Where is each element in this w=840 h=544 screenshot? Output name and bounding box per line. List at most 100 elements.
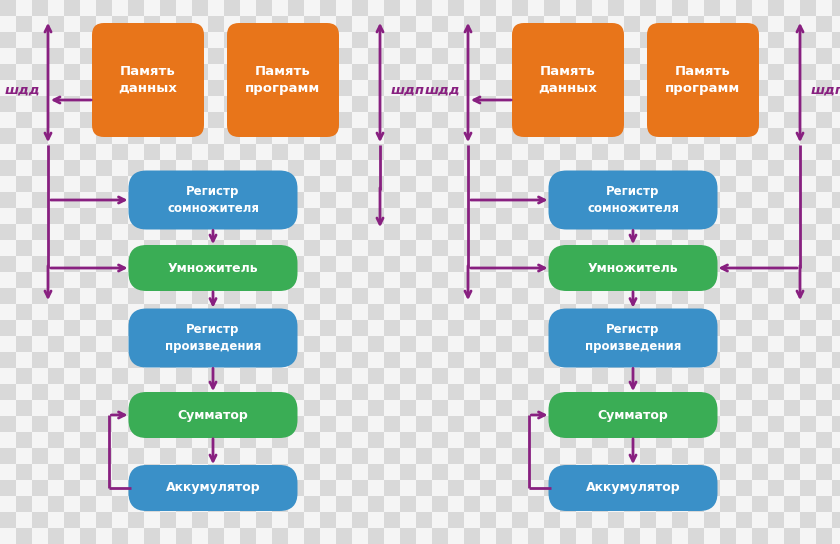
Bar	[480, 48, 496, 64]
Bar	[720, 352, 736, 368]
Bar	[80, 304, 96, 320]
Bar	[304, 416, 320, 432]
Bar	[304, 512, 320, 528]
Bar	[480, 16, 496, 32]
Bar	[176, 528, 192, 544]
Bar	[288, 16, 304, 32]
Bar	[304, 144, 320, 160]
Bar	[704, 176, 720, 192]
Bar	[560, 304, 576, 320]
Bar	[832, 160, 840, 176]
Bar	[768, 208, 784, 224]
Bar	[464, 208, 480, 224]
Bar	[160, 512, 176, 528]
Bar	[768, 512, 784, 528]
Bar	[400, 32, 416, 48]
Bar	[480, 240, 496, 256]
Bar	[560, 432, 576, 448]
Bar	[800, 128, 816, 144]
Bar	[464, 176, 480, 192]
Bar	[800, 320, 816, 336]
Bar	[112, 480, 128, 496]
Bar	[80, 224, 96, 240]
Bar	[96, 416, 112, 432]
Bar	[288, 352, 304, 368]
Bar	[176, 448, 192, 464]
Bar	[128, 464, 144, 480]
Bar	[704, 320, 720, 336]
Bar	[176, 96, 192, 112]
Bar	[16, 96, 32, 112]
Bar	[544, 368, 560, 384]
Bar	[368, 464, 384, 480]
Bar	[320, 496, 336, 512]
Bar	[304, 464, 320, 480]
Bar	[272, 48, 288, 64]
Bar	[560, 272, 576, 288]
Bar	[320, 128, 336, 144]
Bar	[752, 32, 768, 48]
Bar	[208, 432, 224, 448]
Bar	[832, 352, 840, 368]
Bar	[656, 272, 672, 288]
Bar	[512, 240, 528, 256]
Bar	[752, 48, 768, 64]
Bar	[336, 128, 352, 144]
Bar	[512, 160, 528, 176]
Bar	[400, 112, 416, 128]
Bar	[144, 176, 160, 192]
Bar	[496, 48, 512, 64]
Bar	[464, 432, 480, 448]
Bar	[576, 496, 592, 512]
Bar	[224, 192, 240, 208]
Bar	[224, 304, 240, 320]
Bar	[800, 448, 816, 464]
Bar	[160, 144, 176, 160]
Bar	[272, 176, 288, 192]
Bar	[784, 224, 800, 240]
Bar	[144, 112, 160, 128]
Bar	[416, 144, 432, 160]
Bar	[480, 496, 496, 512]
Bar	[624, 464, 640, 480]
Bar	[304, 80, 320, 96]
Bar	[288, 112, 304, 128]
Bar	[256, 96, 272, 112]
Bar	[528, 224, 544, 240]
Bar	[176, 224, 192, 240]
Bar	[176, 512, 192, 528]
Bar	[0, 432, 16, 448]
Bar	[672, 288, 688, 304]
Bar	[592, 288, 608, 304]
Bar	[560, 480, 576, 496]
Bar	[416, 400, 432, 416]
Bar	[752, 144, 768, 160]
Bar	[640, 80, 656, 96]
Bar	[496, 480, 512, 496]
Text: Регистр
сомножителя: Регистр сомножителя	[587, 186, 679, 215]
Bar	[624, 256, 640, 272]
Bar	[608, 208, 624, 224]
Bar	[240, 288, 256, 304]
Bar	[800, 208, 816, 224]
Bar	[176, 176, 192, 192]
Bar	[752, 496, 768, 512]
Bar	[432, 368, 448, 384]
Bar	[272, 320, 288, 336]
Bar	[736, 400, 752, 416]
Bar	[432, 176, 448, 192]
Bar	[784, 528, 800, 544]
Bar	[336, 320, 352, 336]
Bar	[256, 176, 272, 192]
Bar	[64, 112, 80, 128]
Bar	[160, 48, 176, 64]
Bar	[512, 128, 528, 144]
Bar	[656, 336, 672, 352]
Bar	[304, 48, 320, 64]
Bar	[256, 208, 272, 224]
Bar	[464, 320, 480, 336]
Bar	[560, 192, 576, 208]
Bar	[352, 400, 368, 416]
Bar	[800, 256, 816, 272]
Bar	[608, 192, 624, 208]
